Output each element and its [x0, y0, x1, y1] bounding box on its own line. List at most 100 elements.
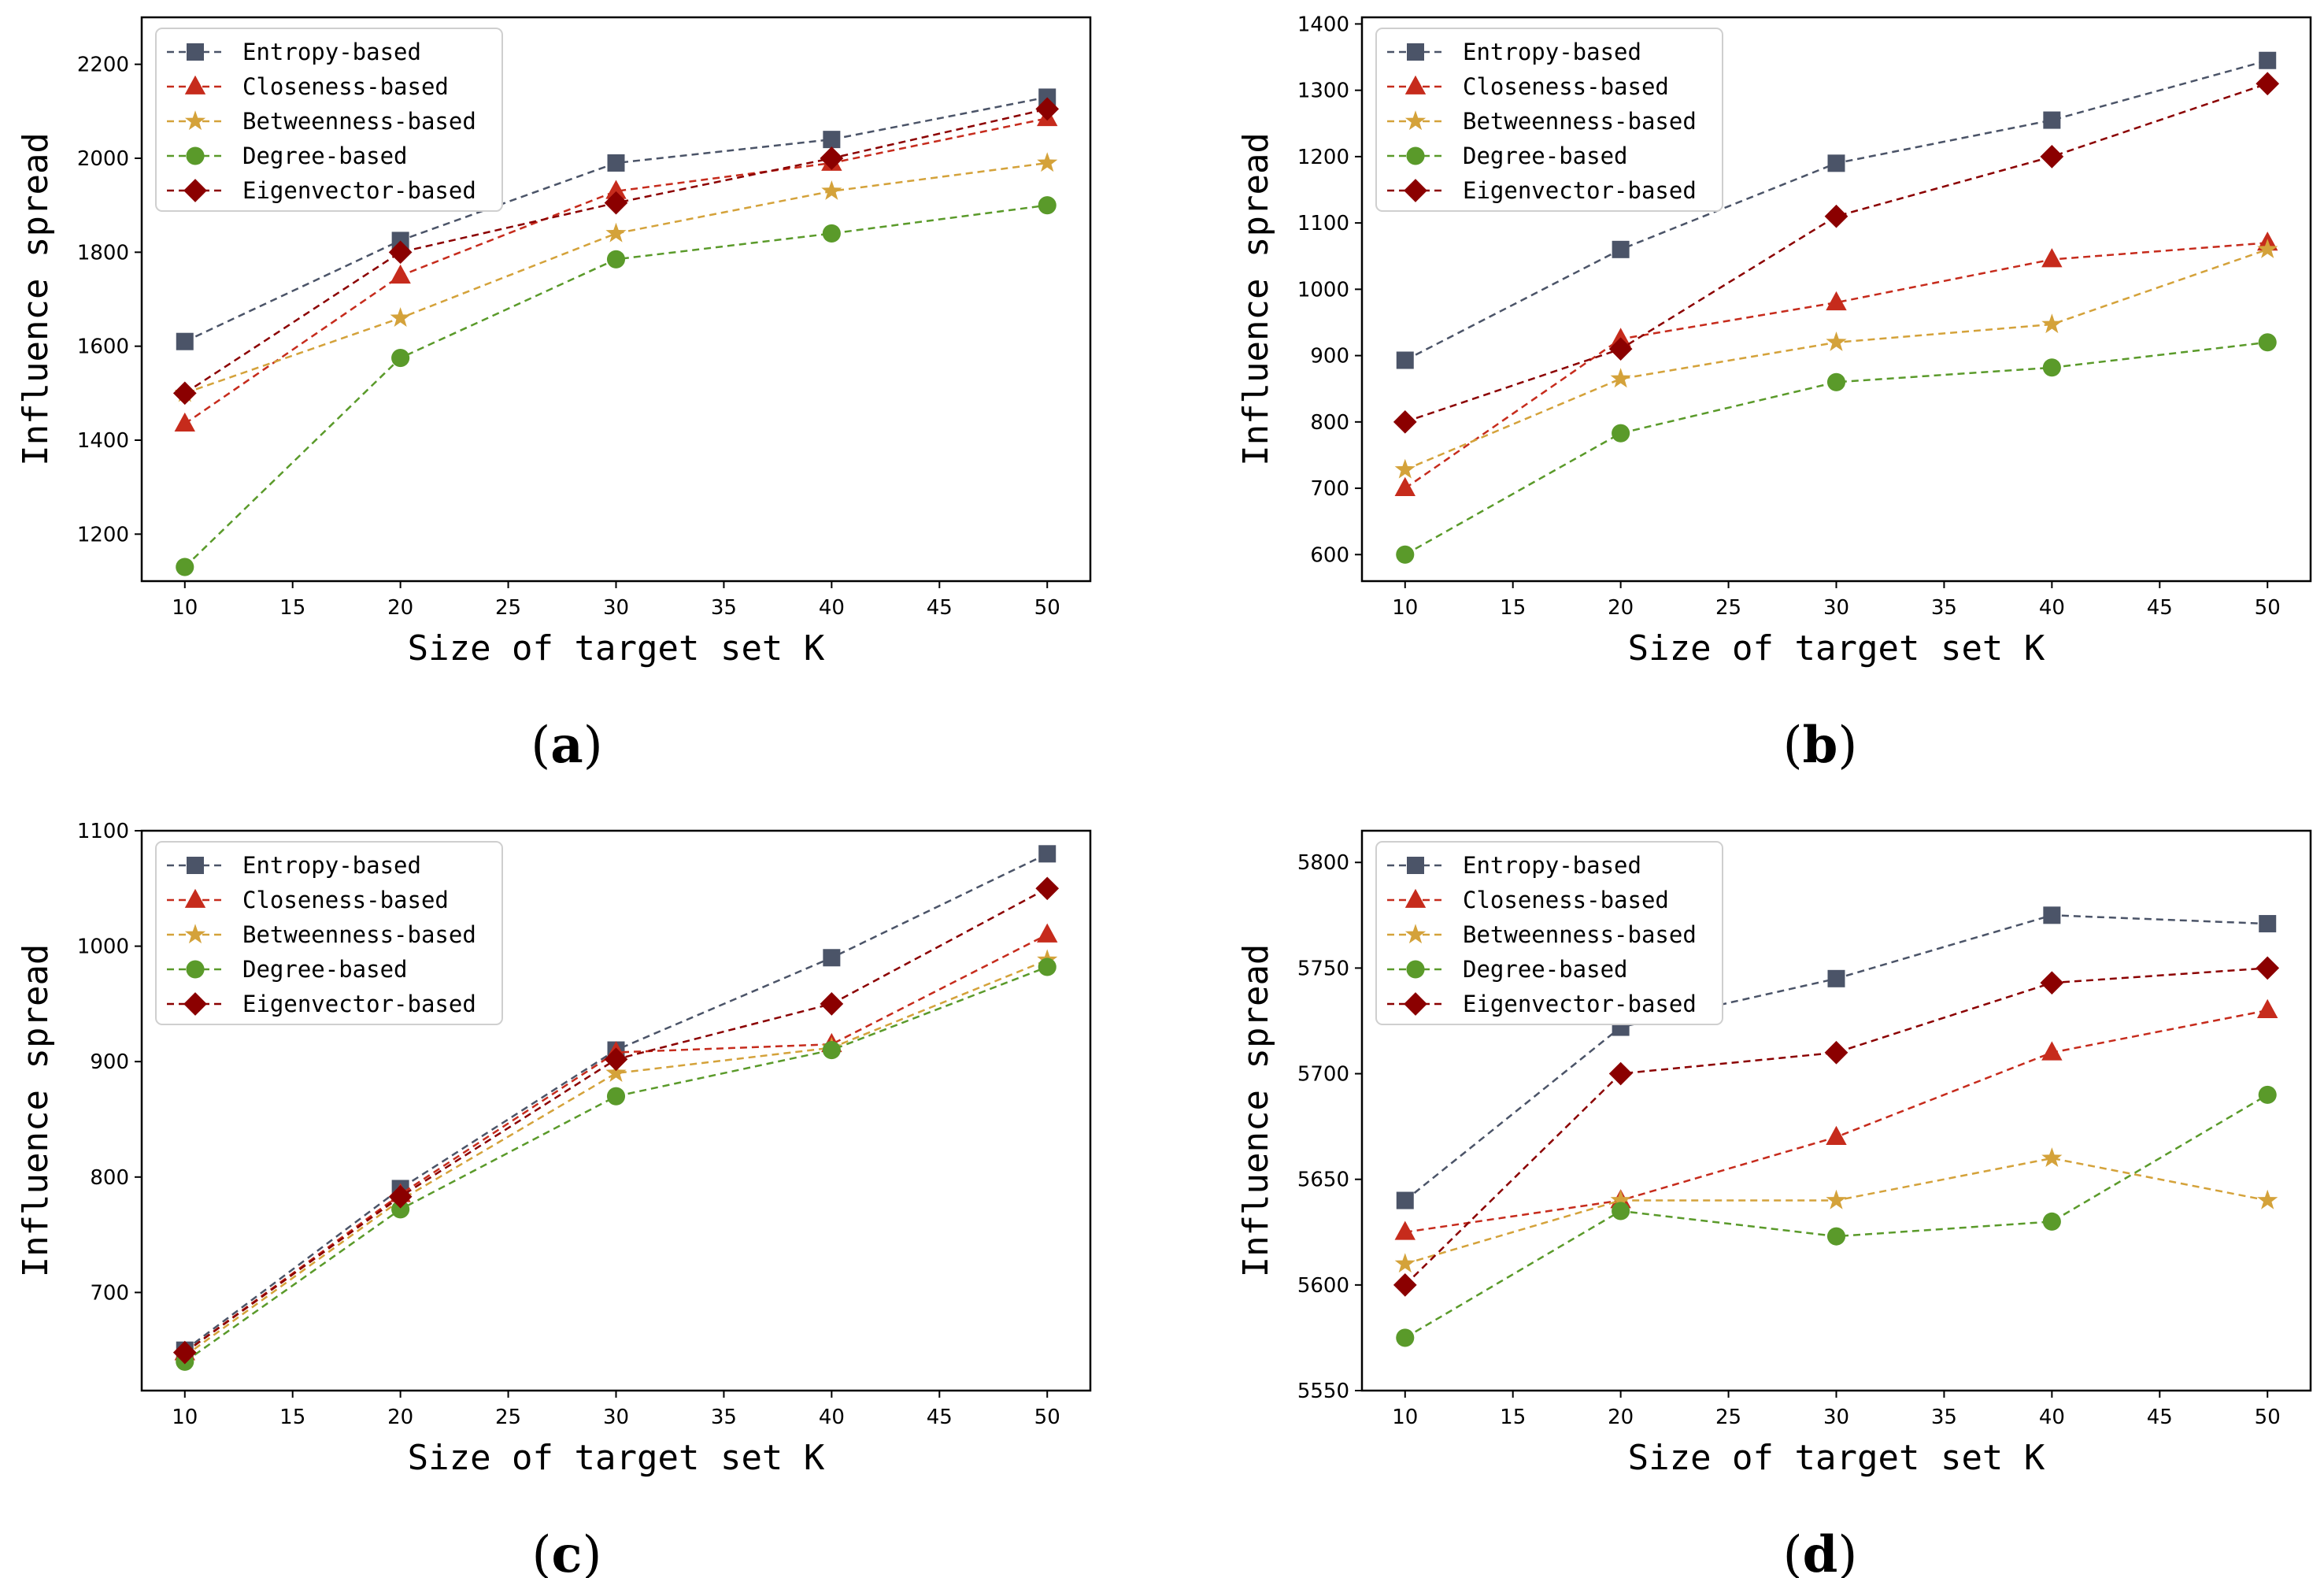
x-tick-label: 30 — [1823, 1406, 1849, 1429]
y-tick-label: 800 — [1310, 411, 1349, 435]
legend-entry: Degree-based — [242, 143, 408, 169]
x-tick-label: 40 — [819, 596, 845, 620]
panel-c: 10 15 20 25 30 35 40 45 50 700 800 900 1000 1100 Size … — [16, 820, 1092, 1578]
data-point — [1827, 969, 1845, 987]
data-point — [390, 307, 411, 327]
data-point — [2041, 1041, 2063, 1061]
data-point — [1038, 845, 1057, 863]
data-point — [822, 1040, 841, 1060]
y-tick-label: 1100 — [77, 820, 129, 843]
y-tick-label: 900 — [1310, 345, 1349, 369]
data-point — [1826, 291, 1847, 311]
data-point — [820, 992, 844, 1016]
y-tick-label: 5550 — [1297, 1380, 1349, 1403]
x-tick-label: 10 — [1392, 596, 1418, 620]
legend-entry: Entropy-based — [242, 852, 421, 879]
data-point — [821, 180, 842, 200]
legend-entry: Closeness-based — [1463, 73, 1669, 100]
data-point — [390, 264, 411, 284]
data-point — [174, 412, 195, 432]
data-point — [176, 332, 194, 350]
series-line — [184, 117, 1048, 425]
legend-marker — [1404, 179, 1427, 202]
y-tick-label: 700 — [1310, 477, 1349, 501]
data-point — [2041, 248, 2063, 268]
legend-entry: Eigenvector-based — [1463, 177, 1697, 204]
x-tick-label: 25 — [495, 1406, 521, 1429]
x-tick-label: 30 — [1823, 596, 1849, 620]
data-point — [2042, 1212, 2061, 1231]
caption-letter: d — [1803, 1525, 1838, 1578]
data-point — [823, 131, 841, 149]
data-point — [605, 180, 627, 199]
data-point — [607, 154, 625, 172]
data-point — [172, 381, 197, 406]
panel-a: 10 15 20 25 30 35 40 45 50 1200 1400 1600 1800 2000 22… — [16, 16, 1092, 775]
legend-marker — [184, 75, 206, 94]
caption-paren: ( — [532, 1526, 552, 1578]
data-point — [176, 557, 194, 576]
data-point — [172, 1340, 197, 1365]
legend-marker — [1407, 43, 1424, 61]
panel-b: 10 15 20 25 30 35 40 45 50 600 700 800 900 1000 1100 12… — [1236, 13, 2312, 775]
y-tick-label: 700 — [90, 1281, 129, 1305]
data-point — [1824, 1040, 1848, 1065]
y-tick-label: 1000 — [1297, 278, 1349, 302]
data-point — [1396, 545, 1415, 564]
legend-entry: Betweenness-based — [1463, 108, 1697, 135]
series-entropy-based — [1396, 906, 2277, 1209]
x-tick-label: 25 — [495, 596, 521, 620]
x-tick-label: 20 — [1608, 1406, 1634, 1429]
data-point — [2042, 358, 2061, 377]
panel-caption: (b) — [1783, 716, 1858, 775]
legend-marker — [187, 857, 204, 874]
legend-marker — [183, 179, 207, 202]
y-tick-label: 5750 — [1297, 957, 1349, 980]
panel-caption: (c) — [532, 1525, 602, 1578]
x-tick-label: 40 — [2039, 596, 2065, 620]
series-line — [184, 959, 1048, 1358]
data-point — [2043, 906, 2061, 924]
data-point — [1394, 1253, 1415, 1273]
y-tick-label: 1800 — [77, 241, 129, 265]
y-tick-label: 1200 — [77, 523, 129, 546]
x-tick-label: 45 — [927, 596, 953, 620]
data-point — [604, 191, 628, 215]
y-tick-label: 1300 — [1297, 80, 1349, 103]
x-axis-label: Size of target set K — [1628, 628, 2045, 669]
y-axis-label: Influence spread — [1236, 944, 1276, 1278]
x-tick-label: 45 — [927, 1406, 953, 1429]
y-tick-label: 1000 — [77, 935, 129, 959]
legend-marker — [1407, 857, 1424, 874]
data-point — [1608, 1061, 1633, 1086]
caption-paren: ) — [1837, 1526, 1857, 1578]
caption-paren: ) — [582, 1526, 601, 1578]
data-point — [606, 1087, 626, 1106]
series-degree-based — [176, 958, 1057, 1371]
series-line — [1404, 242, 2268, 490]
y-tick-label: 2200 — [77, 54, 129, 77]
x-tick-label: 40 — [2039, 1406, 2065, 1429]
series-line — [1404, 341, 2268, 556]
x-tick-label: 15 — [1500, 596, 1526, 620]
y-tick-label: 1200 — [1297, 146, 1349, 169]
data-point — [2257, 998, 2278, 1018]
legend-entry: Eigenvector-based — [242, 991, 476, 1017]
data-point — [2041, 1147, 2063, 1167]
data-point — [1826, 1125, 1847, 1145]
legend-marker — [186, 960, 205, 979]
data-point — [1035, 876, 1060, 901]
series-degree-based — [176, 196, 1057, 576]
x-tick-label: 35 — [711, 596, 737, 620]
legend-marker — [184, 888, 206, 908]
data-point — [1826, 1189, 1847, 1209]
y-tick-label: 5700 — [1297, 1063, 1349, 1087]
legend-entry: Entropy-based — [242, 39, 421, 65]
data-point — [2259, 51, 2277, 69]
y-tick-label: 1100 — [1297, 212, 1349, 235]
legend-entry: Degree-based — [1463, 956, 1628, 983]
panel-d: 10 15 20 25 30 35 40 45 50 5550 5600 5650 5700 5750 58… — [1236, 829, 2312, 1578]
data-point — [2258, 1085, 2277, 1104]
legend-entry: Eigenvector-based — [1463, 991, 1697, 1017]
data-point — [2257, 1189, 2278, 1209]
